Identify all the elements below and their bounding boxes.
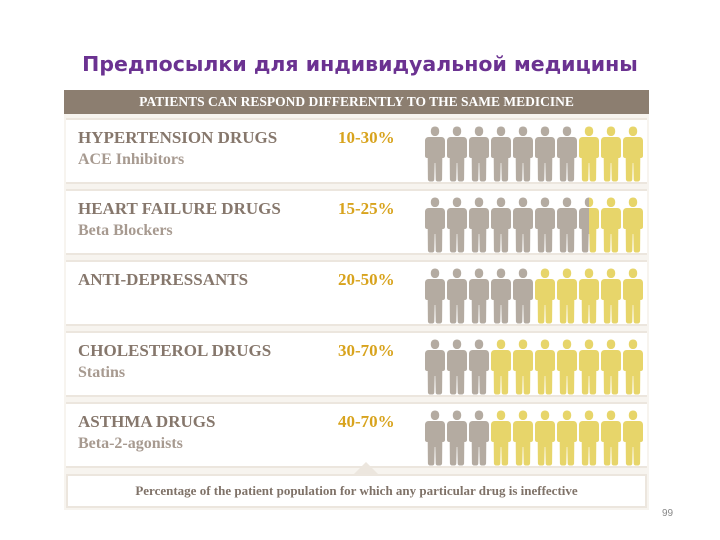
drug-row-heart-failure: HEART FAILURE DRUGS Beta Blockers 15-25% — [66, 189, 647, 255]
caption-pointer — [354, 462, 378, 474]
drug-name: ASTHMA DRUGS — [78, 412, 216, 431]
patient-figure-icon — [557, 197, 577, 253]
patient-figure-icon — [513, 197, 533, 253]
infographic-caption: Percentage of the patient population for… — [66, 474, 647, 508]
patient-figure-icon — [491, 410, 511, 466]
drug-row-anti-depressants: ANTI-DEPRESSANTS 20-50% — [66, 260, 647, 326]
patient-figure-icon — [601, 339, 621, 395]
patient-figure-icon — [623, 268, 643, 324]
patient-figure-icon — [447, 268, 467, 324]
patient-figure-icon — [513, 126, 533, 182]
patient-figures — [424, 268, 646, 324]
patient-figure-icon — [447, 126, 467, 182]
patient-figure-icon — [623, 410, 643, 466]
patient-figure-icon — [579, 339, 599, 395]
patient-figures — [424, 339, 646, 395]
drug-name: ANTI-DEPRESSANTS — [78, 270, 249, 289]
patient-figure-icon — [491, 197, 511, 253]
patient-figures — [424, 410, 646, 466]
patient-figure-icon — [579, 410, 599, 466]
patient-figure-icon — [623, 339, 643, 395]
patient-figure-icon — [513, 339, 533, 395]
patient-figure-icon — [469, 339, 489, 395]
drug-row-hypertension: HYPERTENSION DRUGS ACE Inhibitors 10-30% — [66, 118, 647, 184]
drug-subclass: Beta Blockers — [78, 222, 173, 239]
patient-figures — [424, 126, 646, 182]
patient-figure-icon — [601, 410, 621, 466]
drug-name: CHOLESTEROL DRUGS — [78, 341, 272, 360]
patient-figure-icon — [447, 197, 467, 253]
patient-figure-icon — [557, 339, 577, 395]
drug-row-asthma: ASTHMA DRUGS Beta-2-agonists 40-70% — [66, 402, 647, 468]
patient-figure-icon — [601, 197, 621, 253]
patient-figure-icon — [535, 268, 555, 324]
patient-figure-icon — [579, 197, 599, 253]
patient-figure-icon — [425, 197, 445, 253]
patient-figure-icon — [623, 126, 643, 182]
patient-figure-icon — [425, 268, 445, 324]
patient-figure-icon — [623, 197, 643, 253]
drug-row-cholesterol: CHOLESTEROL DRUGS Statins 30-70% — [66, 331, 647, 397]
patient-figure-icon — [535, 339, 555, 395]
patient-figure-icon — [535, 410, 555, 466]
patient-figure-icon — [425, 126, 445, 182]
drug-subclass: ACE Inhibitors — [78, 151, 185, 168]
drug-name: HEART FAILURE DRUGS — [78, 199, 281, 218]
patient-figure-icon — [535, 126, 555, 182]
patient-figure-icon — [557, 268, 577, 324]
drug-subclass: Beta-2-agonists — [78, 435, 183, 452]
patient-figure-icon — [447, 410, 467, 466]
patient-figure-icon — [601, 126, 621, 182]
patient-figure-icon — [513, 268, 533, 324]
infographic-banner: PATIENTS CAN RESPOND DIFFERENTLY TO THE … — [64, 90, 649, 114]
ineffective-percent: 10-30% — [338, 128, 395, 147]
patient-figure-icon — [535, 197, 555, 253]
ineffective-percent: 30-70% — [338, 341, 395, 360]
patient-figure-icon — [425, 339, 445, 395]
patient-figure-icon — [579, 268, 599, 324]
patient-figure-icon — [601, 268, 621, 324]
patient-figure-icon — [469, 410, 489, 466]
ineffective-percent: 40-70% — [338, 412, 395, 431]
drug-response-infographic: PATIENTS CAN RESPOND DIFFERENTLY TO THE … — [64, 90, 649, 510]
patient-figures — [424, 197, 646, 253]
patient-figure-icon — [491, 268, 511, 324]
patient-figure-icon — [557, 126, 577, 182]
patient-figure-icon — [425, 410, 445, 466]
patient-figure-icon — [491, 339, 511, 395]
drug-name: HYPERTENSION DRUGS — [78, 128, 278, 147]
patient-figure-icon — [491, 126, 511, 182]
patient-figure-icon — [447, 339, 467, 395]
patient-figure-icon — [469, 197, 489, 253]
patient-figure-icon — [513, 410, 533, 466]
patient-figure-icon — [579, 126, 599, 182]
slide-title: Предпосылки для индивидуальной медицины — [82, 52, 638, 76]
page-number: 99 — [662, 508, 674, 519]
patient-figure-icon — [557, 410, 577, 466]
ineffective-percent: 20-50% — [338, 270, 395, 289]
patient-figure-icon — [469, 268, 489, 324]
patient-figure-icon — [469, 126, 489, 182]
ineffective-percent: 15-25% — [338, 199, 395, 218]
drug-subclass: Statins — [78, 364, 126, 381]
